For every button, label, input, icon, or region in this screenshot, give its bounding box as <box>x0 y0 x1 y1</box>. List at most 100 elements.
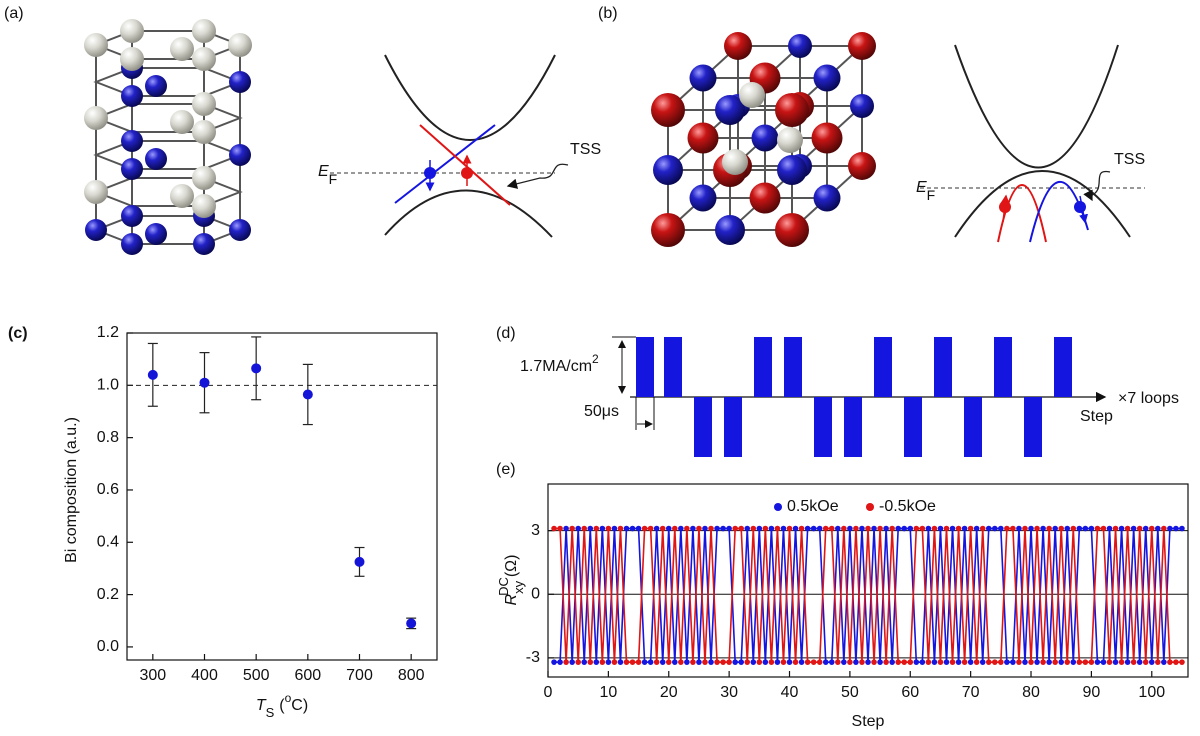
data-point <box>653 525 660 532</box>
data-point <box>1022 525 1028 532</box>
atom <box>120 19 144 43</box>
data-point <box>859 659 865 665</box>
data-point <box>985 659 992 665</box>
data-point <box>895 525 901 532</box>
data-point <box>871 659 877 665</box>
atom <box>775 213 809 247</box>
data-point <box>702 659 708 665</box>
data-point <box>955 525 962 532</box>
data-point <box>1155 525 1161 532</box>
repeat-label: ×7 loops <box>1118 390 1179 407</box>
panel-label: (c) <box>8 325 28 342</box>
data-point <box>1112 525 1119 532</box>
data-point <box>895 659 901 665</box>
data-point <box>1118 659 1125 665</box>
atom <box>689 184 717 212</box>
data-point <box>354 556 365 567</box>
data-point <box>1034 525 1040 532</box>
fermi-subscript: F <box>329 171 338 187</box>
atom <box>121 158 143 180</box>
data-point <box>1173 525 1179 532</box>
y-tick-label: 0 <box>531 586 540 603</box>
electron <box>424 167 436 179</box>
crystal-structure-b <box>651 32 876 247</box>
data-point <box>744 659 751 665</box>
atom <box>848 32 876 60</box>
data-point <box>587 659 594 665</box>
data-point <box>973 659 980 665</box>
data-point <box>557 525 563 532</box>
data-point <box>1100 659 1107 665</box>
data-point <box>684 525 690 532</box>
pulse <box>874 337 892 397</box>
data-point <box>804 525 811 532</box>
data-point <box>901 525 908 532</box>
y-tick-label: -3 <box>526 649 540 666</box>
data-point <box>1082 525 1089 532</box>
atom <box>229 219 251 241</box>
data-point <box>635 659 642 665</box>
atom <box>192 166 216 190</box>
data-point <box>1010 659 1016 665</box>
data-point <box>678 659 684 665</box>
atom <box>192 19 216 43</box>
atom <box>121 130 143 152</box>
data-point <box>756 525 763 532</box>
atom <box>689 64 717 92</box>
data-point <box>744 525 751 532</box>
data-point <box>871 525 877 532</box>
data-point <box>599 659 606 665</box>
data-point <box>798 525 805 532</box>
atom <box>813 184 841 212</box>
electron <box>999 201 1011 213</box>
data-point <box>1046 659 1052 665</box>
data-point <box>955 659 962 665</box>
atom <box>170 37 194 61</box>
pulse <box>754 337 772 397</box>
conduction-band <box>384 54 556 141</box>
data-point <box>762 525 769 532</box>
data-point <box>998 659 1004 665</box>
data-point <box>611 525 618 532</box>
data-point <box>828 525 835 532</box>
data-point <box>665 659 672 665</box>
atom <box>228 33 252 57</box>
lattice-bond <box>93 30 243 60</box>
data-point <box>678 525 684 532</box>
data-point <box>816 525 823 532</box>
data-point <box>696 525 702 532</box>
fermi-subscript: F <box>927 187 936 203</box>
atom <box>85 219 107 241</box>
data-point <box>925 525 932 532</box>
valence-band <box>954 170 1131 238</box>
data-point <box>1142 659 1149 665</box>
atom <box>121 85 143 107</box>
data-point <box>1179 659 1185 665</box>
data-point <box>835 525 841 532</box>
surface-state <box>419 124 511 206</box>
data-point <box>1004 659 1010 665</box>
fermi-symbol: E <box>318 163 329 180</box>
data-point <box>877 659 883 665</box>
state-label: TSS <box>570 141 601 158</box>
data-point <box>623 659 630 665</box>
data-point <box>919 659 926 665</box>
data-point <box>865 659 871 665</box>
data-point <box>913 659 920 665</box>
data-point <box>1136 525 1143 532</box>
pulse <box>664 337 682 397</box>
atom <box>848 152 876 180</box>
data-point <box>1082 659 1089 665</box>
atom <box>170 184 194 208</box>
data-point <box>1070 525 1077 532</box>
x-tick-label: 100 <box>1138 684 1165 701</box>
state-label: TSS <box>1114 151 1145 168</box>
atom <box>653 155 683 185</box>
x-tick-label: 80 <box>1022 684 1040 701</box>
data-point <box>714 659 720 665</box>
data-point <box>593 659 600 665</box>
data-point <box>1022 659 1028 665</box>
data-point <box>810 525 817 532</box>
data-point <box>1040 525 1046 532</box>
